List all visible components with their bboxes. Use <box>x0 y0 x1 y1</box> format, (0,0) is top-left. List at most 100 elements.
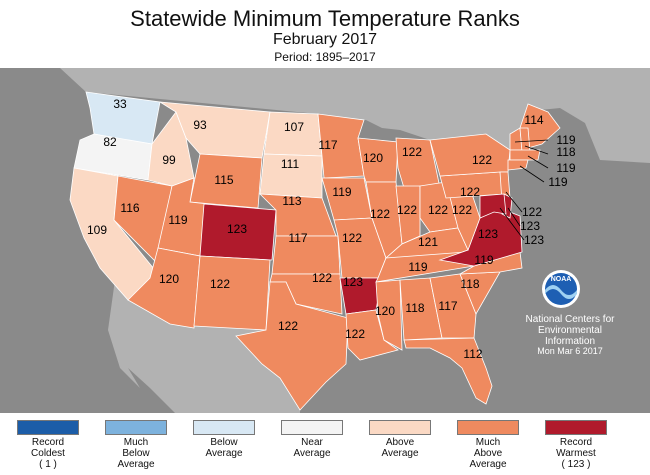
legend-swatch <box>457 420 519 435</box>
rank-label-ma: 119 <box>556 161 575 175</box>
map-subtitle: February 2017 <box>272 31 378 48</box>
leader-line-md <box>499 207 525 241</box>
state-co <box>199 203 277 261</box>
credit-date: Mon Mar 6 2017 <box>537 346 603 356</box>
rank-label-co: 123 <box>227 222 247 236</box>
state-wy <box>189 153 263 209</box>
rank-label-ct: 119 <box>548 175 567 189</box>
rank-label-ms: 120 <box>375 304 395 318</box>
canada-land <box>60 68 650 166</box>
rank-label-ia: 119 <box>332 185 351 199</box>
rank-label-ky: 121 <box>418 235 438 249</box>
state-or <box>73 133 153 181</box>
legend-label: Record Coldest ( 1 ) <box>31 437 65 470</box>
state-fl <box>403 337 493 405</box>
rank-label-mi: 122 <box>402 145 422 159</box>
rank-label-mo: 122 <box>342 231 362 245</box>
noaa-logo-text: NOAA <box>551 276 572 283</box>
leader-line-ma <box>527 155 549 169</box>
rank-label-il: 122 <box>370 207 390 221</box>
legend-item-record-coldest: Record Coldest ( 1 ) <box>12 416 84 470</box>
rank-label-va: 123 <box>478 227 498 241</box>
legend-item-record-warmest: Record Warmest ( 123 ) <box>540 416 612 470</box>
leader-line-nj <box>505 191 523 213</box>
legend-label: Near Average <box>293 437 331 459</box>
credit-line-1: National Centers for <box>526 314 616 325</box>
legend-item-much-above: Much Above Average <box>452 416 524 470</box>
state-tx <box>235 281 349 411</box>
credit-line-2: Environmental <box>538 325 602 336</box>
legend-label: Record Warmest ( 123 ) <box>556 437 596 470</box>
rank-label-az: 120 <box>159 272 179 286</box>
us-state-map: 3382109116999311511912012312210711111311… <box>0 68 650 413</box>
state-nm <box>193 255 271 331</box>
map-title: Statewide Minimum Temperature Ranks <box>130 6 520 31</box>
leader-line-nh <box>524 145 549 155</box>
rank-label-nd: 107 <box>284 120 304 134</box>
legend-item-below: Below Average <box>188 416 260 459</box>
rank-label-tx: 122 <box>278 319 298 333</box>
legend-label: Above Average <box>381 437 419 459</box>
state-ga <box>429 273 477 339</box>
legend-swatch <box>281 420 343 435</box>
legend-label: Much Below Average <box>117 437 155 470</box>
rank-label-mt: 93 <box>193 118 207 132</box>
state-ma <box>509 149 541 161</box>
rank-label-de: 123 <box>520 219 540 233</box>
rank-label-al: 118 <box>405 301 424 315</box>
rank-label-ne: 113 <box>282 194 301 208</box>
legend-label: Below Average <box>205 437 243 459</box>
legend-item-much-below: Much Below Average <box>100 416 172 470</box>
labels-layer: 3382109116999311511912012312210711111311… <box>87 97 576 361</box>
legend-swatch <box>17 420 79 435</box>
legend-swatch <box>105 420 167 435</box>
rank-label-ar: 123 <box>343 275 363 289</box>
legend-label: Much Above Average <box>469 437 507 470</box>
state-ms <box>375 279 403 351</box>
rank-label-nh: 118 <box>556 145 575 159</box>
rank-label-pa: 122 <box>460 185 480 199</box>
legend-item-near: Near Average <box>276 416 348 459</box>
rank-label-ks: 117 <box>288 231 307 245</box>
leader-line-ct <box>519 165 545 183</box>
rank-label-nj: 122 <box>522 205 542 219</box>
legend-item-above: Above Average <box>364 416 436 459</box>
rank-label-wy: 115 <box>214 173 233 187</box>
map-header: Statewide Minimum Temperature Ranks Febr… <box>0 0 650 68</box>
states-layer <box>69 91 561 411</box>
state-ct <box>507 159 529 171</box>
rank-label-ok: 122 <box>312 271 332 285</box>
rank-label-nm: 122 <box>210 277 230 291</box>
rank-label-vt: 119 <box>556 133 575 147</box>
legend-swatch <box>193 420 255 435</box>
rank-label-id: 99 <box>162 153 176 167</box>
rank-label-sd: 111 <box>281 157 300 171</box>
rank-label-mn: 117 <box>318 138 337 152</box>
rank-label-ga: 117 <box>438 299 457 313</box>
map-period: Period: 1895–2017 <box>274 50 376 64</box>
state-la <box>345 309 399 361</box>
credit-line-3: Information <box>545 336 595 347</box>
state-md <box>479 193 507 219</box>
rank-label-in: 122 <box>397 203 417 217</box>
rank-label-wa: 33 <box>113 97 127 111</box>
rank-label-me: 114 <box>524 113 543 127</box>
legend-swatch <box>369 420 431 435</box>
rank-label-la: 122 <box>345 327 365 341</box>
rank-label-wv: 122 <box>452 203 472 217</box>
noaa-logo: NOAA <box>542 270 580 308</box>
legend-swatch <box>545 420 607 435</box>
rank-label-tn: 119 <box>408 260 427 274</box>
rank-label-or: 82 <box>103 135 117 149</box>
legend: Record Coldest ( 1 ) Much Below Average Be… <box>0 416 650 475</box>
rank-label-ut: 119 <box>168 213 187 227</box>
state-nd <box>263 111 323 157</box>
rank-label-fl: 112 <box>463 347 482 361</box>
rank-label-ny: 122 <box>472 153 492 167</box>
rank-label-oh: 122 <box>428 203 448 217</box>
leader-line-de <box>507 207 521 227</box>
rank-label-wi: 120 <box>363 151 383 165</box>
leader-line-vt <box>514 139 549 143</box>
state-nh <box>519 127 531 153</box>
rank-label-ca: 109 <box>87 223 107 237</box>
